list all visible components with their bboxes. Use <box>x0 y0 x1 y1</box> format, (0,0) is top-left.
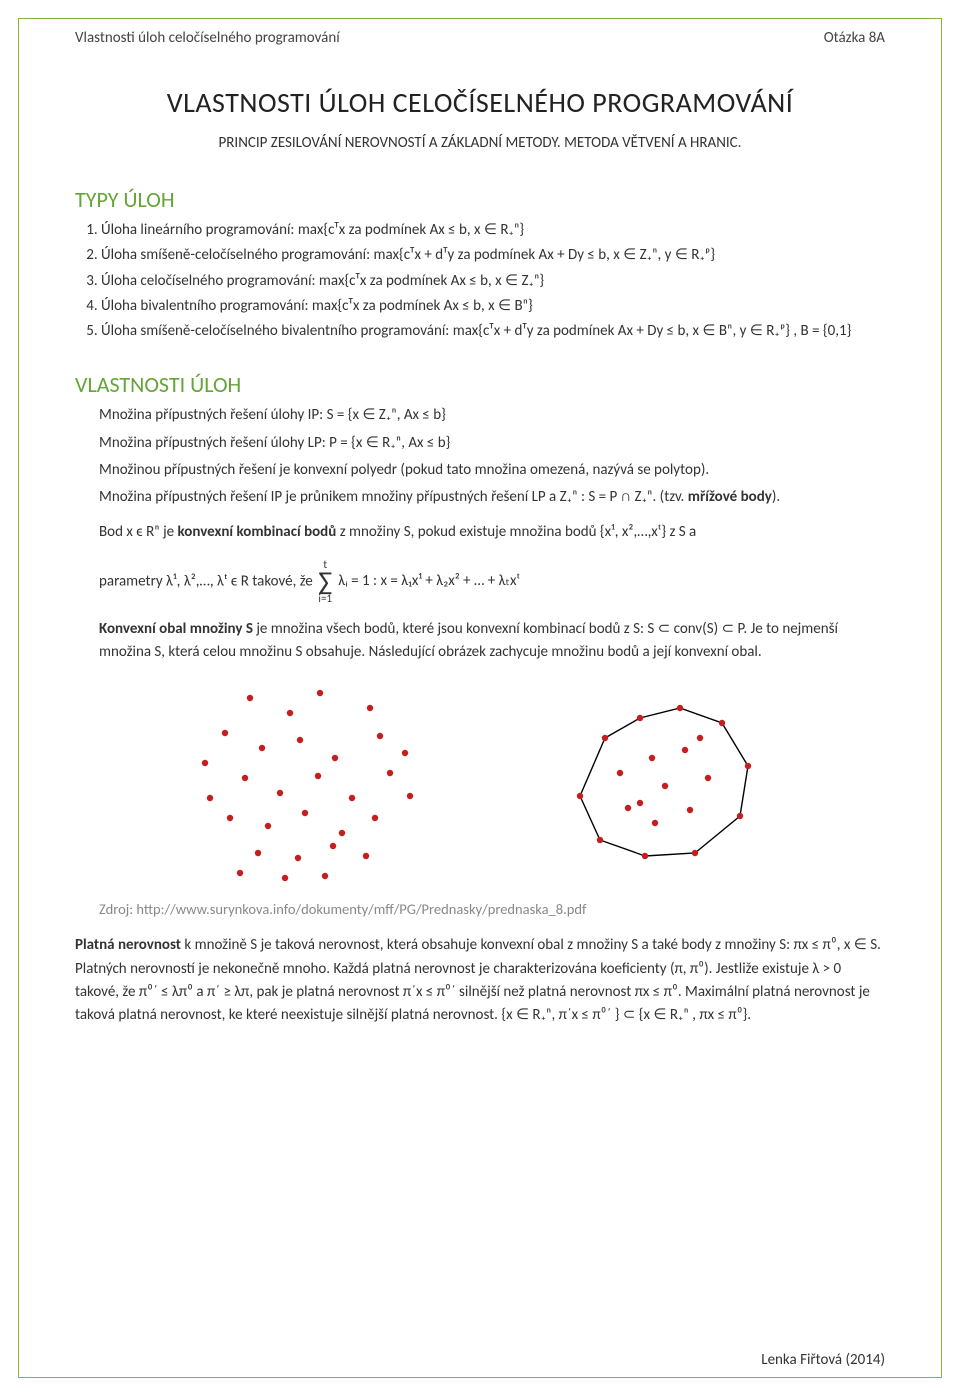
lattice-end: ). <box>772 488 780 506</box>
hull-diagram-row <box>75 678 885 888</box>
types-list: Úloha lineárního programování: max{cᵀx z… <box>75 219 885 343</box>
page-content: Vlastnosti úloh celočíselného programová… <box>19 19 941 1051</box>
cc-bold: konvexní kombinací bodů <box>178 523 337 541</box>
source-line: Zdroj: http://www.surynkova.info/dokumen… <box>99 900 885 918</box>
params-line: parametry λ¹, λ²,…, λᵗ ϵ R takové, že t … <box>99 559 885 604</box>
header-left: Vlastnosti úloh celočíselného programová… <box>75 29 340 47</box>
sum-formula: t ∑ i=1 λᵢ = 1 : x = λ₁x¹ + λ₂x² + … + λ… <box>316 559 520 604</box>
cc-pre: Bod x ϵ Rⁿ je <box>99 523 178 541</box>
convex-combination-para: Bod x ϵ Rⁿ je konvexní kombinací bodů z … <box>99 521 885 544</box>
intersection-line: Množina přípustných řešení IP je průnike… <box>99 486 885 509</box>
lattice-bold: mřížové body <box>688 488 772 506</box>
type-item: Úloha lineárního programování: max{cᵀx z… <box>101 219 885 242</box>
sigma-symbol: ∑ <box>318 570 332 593</box>
scatter-right-hull <box>510 678 790 888</box>
sum-body: λᵢ = 1 : x = λ₁x¹ + λ₂x² + … + λₜxᵗ <box>338 570 520 593</box>
valid-ineq-bold: Platná nerovnost <box>75 936 181 954</box>
intersection-text: Množina přípustných řešení IP je průnike… <box>99 488 688 506</box>
params-pre: parametry λ¹, λ²,…, λᵗ ϵ R takové, že <box>99 572 316 590</box>
type-item: Úloha bivalentního programování: max{cᵀx… <box>101 295 885 318</box>
ip-set: Množina přípustných řešení úlohy IP: S =… <box>99 404 885 427</box>
footer-author: Lenka Fiřtová (2014) <box>761 1351 885 1369</box>
type-item: Úloha smíšeně-celočíselného programování… <box>101 244 885 267</box>
type-item: Úloha smíšeně-celočíselného bivalentního… <box>101 320 885 343</box>
polyhedron-line: Množinou přípustných řešení je konvexní … <box>99 459 885 482</box>
props-block: Množina přípustných řešení úlohy IP: S =… <box>99 404 885 509</box>
main-title: VLASTNOSTI ÚLOH CELOČÍSELNÉHO PROGRAMOVÁ… <box>75 85 885 120</box>
hull-bold: Konvexní obal množiny S <box>99 620 253 638</box>
convex-hull-para: Konvexní obal množiny S je množina všech… <box>99 618 885 665</box>
lp-set: Množina přípustných řešení úlohy LP: P =… <box>99 432 885 455</box>
page-header: Vlastnosti úloh celočíselného programová… <box>75 29 885 47</box>
sigma-block: t ∑ i=1 <box>318 559 332 604</box>
section-props-title: VLASTNOSTI ÚLOH <box>75 371 885 398</box>
cc-post: z množiny S, pokud existuje množina bodů… <box>340 523 697 541</box>
scatter-left <box>170 678 450 888</box>
header-right: Otázka 8A <box>824 29 885 47</box>
sum-lower: i=1 <box>318 593 332 604</box>
valid-ineq-text: k množině S je taková nerovnost, která o… <box>75 936 881 1024</box>
valid-inequality-para: Platná nerovnost k množině S je taková n… <box>75 934 885 1027</box>
section-types-title: TYPY ÚLOH <box>75 186 885 213</box>
page-border: Vlastnosti úloh celočíselného programová… <box>18 18 942 1378</box>
type-item: Úloha celočíselného programování: max{cᵀ… <box>101 270 885 293</box>
subtitle: PRINCIP ZESILOVÁNÍ NEROVNOSTÍ A ZÁKLADNÍ… <box>75 134 885 152</box>
